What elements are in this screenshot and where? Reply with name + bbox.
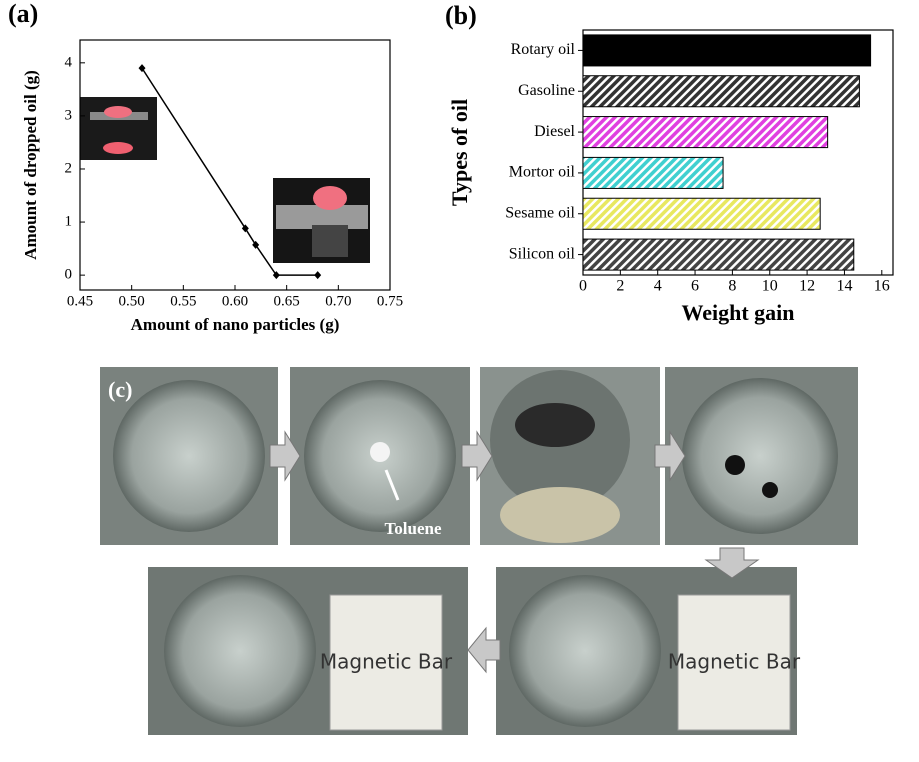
- bar: [583, 117, 828, 148]
- x-axis-label: Amount of nano particles (g): [131, 315, 340, 334]
- x-tick-label: 0: [579, 278, 587, 295]
- photo-panel: (c) Toluene Magnetic Bar Magnetic Bar: [100, 367, 858, 735]
- x-tick-label: 2: [616, 278, 624, 295]
- bar: [583, 76, 859, 107]
- x-tick-label: 0.70: [325, 293, 351, 309]
- bar: [583, 157, 723, 188]
- card-text: Magnetic Bar: [320, 650, 453, 674]
- y-tick-label: 2: [65, 160, 73, 176]
- particles: [515, 403, 595, 447]
- x-tick-label: 0.65: [274, 293, 300, 309]
- x-tick-label: 16: [874, 278, 890, 295]
- y-axis-label: Amount of dropped oil (g): [21, 70, 40, 260]
- panel-title: (b): [445, 1, 477, 30]
- x-tick-label: 0.75: [377, 293, 403, 309]
- y-tick-label: 4: [65, 54, 73, 70]
- x-axis-label: Weight gain: [681, 300, 794, 325]
- y-axis-label: Types of oil: [447, 99, 472, 206]
- y-tick-label: 0: [65, 267, 73, 283]
- y-tick-label: Diesel: [534, 123, 575, 140]
- x-tick-label: 12: [799, 278, 815, 295]
- x-tick-label: 0.55: [170, 293, 196, 309]
- panel-title: (a): [8, 0, 38, 28]
- annotation: Toluene: [384, 519, 441, 538]
- beaker: [312, 225, 348, 257]
- x-tick-label: 0.60: [222, 293, 248, 309]
- particle: [762, 482, 778, 498]
- panel-label: (c): [108, 377, 132, 402]
- y-tick-label: Gasoline: [518, 82, 575, 99]
- marker: [314, 271, 321, 279]
- bar: [583, 239, 854, 270]
- x-tick-label: 0.45: [67, 293, 93, 309]
- x-tick-label: 0.50: [119, 293, 145, 309]
- toluene-drop: [370, 442, 390, 462]
- y-tick-label: Sesame oil: [505, 204, 575, 221]
- beaker: [113, 380, 265, 532]
- x-tick-label: 10: [762, 278, 778, 295]
- figure: 0.450.500.550.600.650.700.7501234Amount …: [0, 0, 919, 757]
- bar: [583, 198, 820, 229]
- y-tick-label: 1: [65, 213, 73, 229]
- y-tick-label: Rotary oil: [511, 41, 576, 58]
- x-tick-label: 4: [654, 278, 662, 295]
- x-tick-label: 14: [836, 278, 852, 295]
- x-tick-label: 8: [728, 278, 736, 295]
- card-text: Magnetic Bar: [668, 650, 801, 674]
- particles: [104, 106, 132, 118]
- y-tick-label: Mortor oil: [509, 164, 576, 181]
- y-tick-label: Silicon oil: [509, 245, 576, 262]
- x-tick-label: 6: [691, 278, 699, 295]
- plot-frame: [583, 30, 893, 275]
- beaker: [509, 575, 661, 727]
- beaker: [164, 575, 316, 727]
- particles: [313, 186, 347, 210]
- glove: [500, 487, 620, 543]
- particle: [725, 455, 745, 475]
- bar: [583, 35, 871, 66]
- oil: [103, 142, 133, 154]
- y-tick-label: 3: [65, 107, 73, 123]
- beaker: [682, 378, 838, 534]
